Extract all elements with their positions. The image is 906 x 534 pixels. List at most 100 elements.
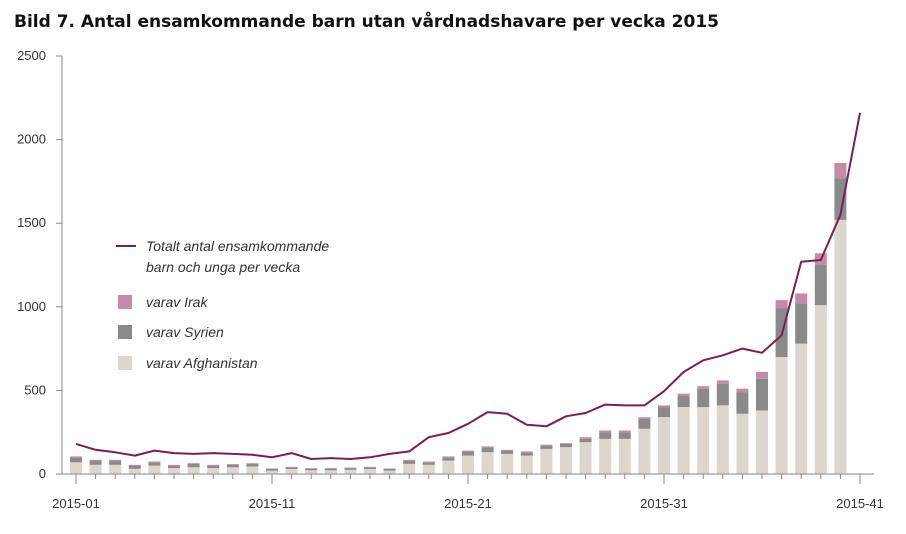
bar-irak-segment	[403, 459, 416, 461]
bar-afghanistan-segment	[795, 343, 808, 474]
chart-title: Bild 7. Antal ensamkommande barn utan vå…	[14, 12, 719, 32]
bar-afghanistan-segment	[285, 469, 298, 474]
bar-irak-segment	[560, 443, 572, 444]
bar-irak-segment	[266, 468, 278, 469]
bar-afghanistan-segment	[540, 448, 553, 474]
bar-afghanistan-segment	[168, 468, 180, 474]
bar-afghanistan-segment	[618, 438, 631, 474]
bar-afghanistan-segment	[148, 465, 161, 474]
bar-afghanistan-segment	[520, 455, 533, 474]
bar-irak-segment	[324, 468, 337, 469]
bar-afghanistan-segment	[442, 460, 455, 474]
y-tick-label: 0	[39, 466, 46, 481]
bar-afghanistan-segment	[501, 453, 514, 474]
bar-syrien-segment	[716, 383, 729, 406]
bar-afghanistan-segment	[246, 466, 259, 474]
bar-afghanistan-segment	[305, 470, 318, 474]
bar-syrien-segment	[89, 460, 102, 465]
bar-syrien-segment	[481, 447, 494, 453]
bar-irak-segment	[305, 468, 318, 469]
legend-swatch-afghanistan	[118, 356, 132, 370]
bar-afghanistan-segment	[344, 469, 357, 474]
bar-syrien-segment	[246, 464, 259, 467]
bar-irak-segment	[618, 430, 631, 433]
bar-syrien-segment	[70, 457, 82, 463]
bar-syrien-segment	[168, 465, 180, 469]
bar-irak-segment	[462, 450, 474, 452]
bar-afghanistan-segment	[481, 452, 494, 474]
legend-layer: Totalt antal ensamkommande barn och unga …	[116, 238, 329, 371]
bar-afghanistan-segment	[403, 464, 416, 474]
bar-irak-segment	[756, 372, 768, 379]
bar-syrien-segment	[697, 388, 710, 408]
bar-afghanistan-segment	[207, 468, 220, 474]
y-tick-label: 1500	[17, 215, 46, 230]
bar-irak-segment	[422, 461, 435, 463]
bar-afghanistan-segment	[775, 357, 788, 474]
bar-syrien-segment	[442, 457, 455, 461]
bar-syrien-segment	[795, 303, 808, 344]
bar-irak-segment	[109, 459, 122, 461]
y-tick-label: 2000	[17, 132, 46, 147]
bar-irak-segment	[364, 466, 376, 468]
bar-syrien-segment	[109, 460, 122, 465]
bar-syrien-segment	[285, 467, 298, 469]
bar-irak-segment	[834, 163, 847, 178]
legend-label-total: Totalt antal ensamkommande	[146, 238, 329, 254]
x-tick-label: 2015-11	[249, 496, 296, 511]
bar-syrien-segment	[618, 432, 631, 439]
x-tick-label: 2015-21	[444, 496, 492, 511]
bar-syrien-segment	[207, 465, 220, 469]
bar-syrien-segment	[383, 469, 396, 471]
bar-syrien-segment	[736, 392, 749, 414]
bar-syrien-segment	[324, 468, 337, 471]
total-line	[75, 112, 861, 460]
bar-irak-segment	[579, 437, 592, 439]
bar-irak-segment	[383, 468, 396, 469]
bar-irak-segment	[148, 461, 161, 463]
bar-syrien-segment	[658, 407, 670, 418]
bar-syrien-segment	[677, 395, 690, 408]
bar-irak-segment	[442, 456, 455, 458]
bar-afghanistan-segment	[462, 455, 474, 474]
bar-syrien-segment	[266, 469, 278, 471]
y-tick-label: 500	[24, 382, 46, 397]
bar-irak-segment	[128, 464, 141, 466]
y-tick-label: 2500	[17, 48, 46, 63]
bar-afghanistan-segment	[560, 447, 572, 474]
bar-irak-segment	[89, 459, 102, 461]
bar-afghanistan-segment	[383, 470, 396, 474]
bar-afghanistan-segment	[599, 438, 612, 474]
bar-irak-segment	[716, 380, 729, 384]
bars-layer	[70, 163, 847, 474]
bar-irak-segment	[285, 466, 298, 468]
bar-syrien-segment	[638, 418, 651, 429]
bar-irak-segment	[540, 444, 553, 446]
bar-syrien-segment	[344, 468, 357, 470]
bar-irak-segment	[481, 446, 494, 448]
bar-syrien-segment	[540, 445, 553, 449]
bar-afghanistan-segment	[579, 442, 592, 474]
bar-syrien-segment	[560, 443, 572, 448]
bar-irak-segment	[70, 456, 82, 458]
bar-syrien-segment	[305, 468, 318, 471]
y-tick-label: 1000	[17, 299, 46, 314]
bar-irak-segment	[795, 293, 808, 304]
bar-irak-segment	[226, 464, 239, 465]
bar-syrien-segment	[814, 265, 827, 306]
bar-syrien-segment	[599, 432, 612, 439]
legend-swatch-irak	[118, 295, 132, 309]
bar-irak-segment	[501, 449, 514, 451]
bar-afghanistan-segment	[814, 305, 827, 474]
bar-syrien-segment	[422, 462, 435, 465]
legend-label-afghanistan: varav Afghanistan	[146, 355, 258, 371]
bar-irak-segment	[187, 463, 200, 464]
bar-irak-segment	[697, 386, 710, 389]
bar-syrien-segment	[501, 450, 514, 454]
bar-irak-segment	[207, 464, 220, 466]
x-tick-label: 2015-41	[836, 496, 884, 511]
bar-syrien-segment	[756, 378, 768, 411]
bar-irak-segment	[599, 430, 612, 433]
bar-irak-segment	[677, 393, 690, 396]
